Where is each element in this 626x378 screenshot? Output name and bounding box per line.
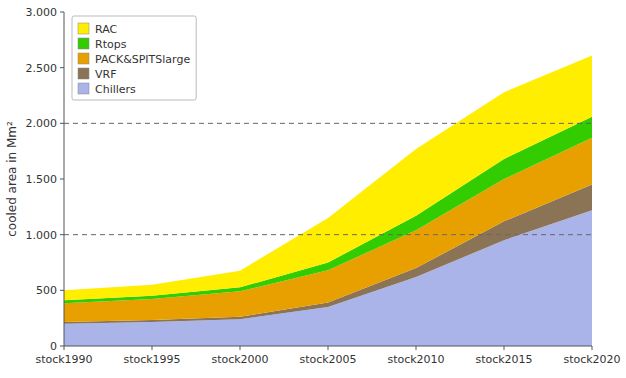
legend-label: Chillers	[95, 83, 136, 96]
legend-label: VRF	[95, 68, 117, 81]
y-axis	[64, 12, 65, 346]
legend-swatch	[78, 83, 89, 94]
y-tick	[60, 123, 64, 124]
y-tick	[60, 346, 64, 347]
y-tick-label: 2.000	[26, 117, 58, 130]
legend-box	[72, 16, 196, 100]
x-tick-label: stock1995	[123, 353, 180, 366]
y-tick	[60, 12, 64, 13]
x-tick-label: stock1990	[35, 353, 92, 366]
y-tick-label: 2.500	[26, 62, 58, 75]
legend-swatch	[78, 38, 89, 49]
legend: RAC Rtops PACK&SPITSlarge VRF Chillers	[72, 16, 196, 100]
x-tick	[592, 346, 593, 350]
x-tick	[152, 346, 153, 350]
reference-line	[64, 234, 592, 235]
legend-label: PACK&SPITSlarge	[95, 53, 190, 66]
x-tick-label: stock2010	[387, 353, 444, 366]
y-tick-label: 1.000	[26, 229, 58, 242]
x-tick	[64, 346, 65, 350]
y-tick-label: 0	[50, 340, 57, 353]
legend-swatch	[78, 53, 89, 64]
y-tick-label: 500	[36, 284, 57, 297]
x-tick	[504, 346, 505, 350]
x-tick	[240, 346, 241, 350]
x-tick	[328, 346, 329, 350]
legend-swatch	[78, 68, 89, 79]
x-axis	[64, 346, 592, 347]
legend-label: RAC	[95, 23, 118, 36]
y-axis-label: cooled area in Mm²	[5, 121, 19, 237]
x-tick-label: stock2005	[299, 353, 356, 366]
y-tick	[60, 179, 64, 180]
x-tick-label: stock2000	[211, 353, 268, 366]
reference-line	[64, 123, 592, 124]
x-tick-label: stock2015	[475, 353, 532, 366]
x-tick-label: stock2020	[563, 353, 620, 366]
chart: 0 500 1.000 1.500 2.000 2.500 3.000 cooled area…	[0, 0, 626, 378]
y-tick-label: 3.000	[26, 6, 58, 19]
y-tick-label: 1.500	[26, 173, 58, 186]
y-tick	[60, 67, 64, 68]
legend-swatch	[78, 23, 89, 34]
x-tick	[416, 346, 417, 350]
y-tick	[60, 290, 64, 291]
y-tick	[60, 234, 64, 235]
legend-label: Rtops	[95, 38, 127, 51]
